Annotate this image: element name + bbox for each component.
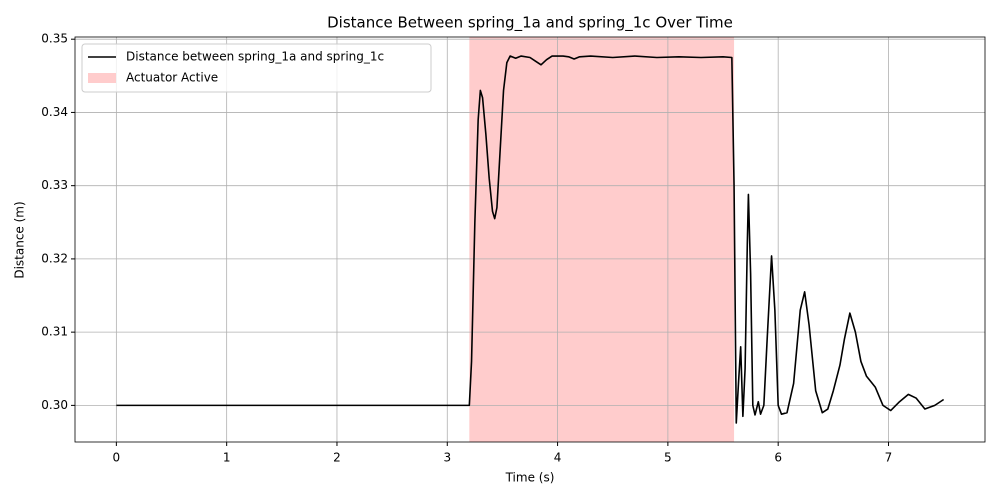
x-tick-label: 5: [664, 451, 672, 465]
x-tick-label: 4: [554, 451, 562, 465]
legend-label: Distance between spring_1a and spring_1c: [126, 50, 384, 64]
y-tick-label: 0.32: [41, 251, 68, 265]
x-tick-label: 3: [443, 451, 451, 465]
chart-title: Distance Between spring_1a and spring_1c…: [327, 14, 733, 33]
legend-swatch: [88, 73, 116, 83]
legend-label: Actuator Active: [126, 71, 218, 85]
y-tick-label: 0.34: [41, 105, 68, 119]
legend-box: [81, 43, 432, 93]
shaded-span: [469, 37, 735, 442]
x-tick-label: 0: [113, 451, 121, 465]
x-axis-label: Time (s): [505, 471, 555, 485]
legend: Distance between spring_1a and spring_1c…: [81, 43, 432, 93]
x-tick-label: 1: [223, 451, 231, 465]
y-tick-label: 0.30: [41, 398, 68, 412]
x-tick-label: 6: [774, 451, 782, 465]
y-tick-label: 0.31: [41, 325, 68, 339]
data-line: [116, 55, 945, 424]
x-tick-label: 7: [885, 451, 893, 465]
x-tick-label: 2: [333, 451, 341, 465]
y-tick-label: 0.35: [41, 32, 68, 46]
y-axis-label: Distance (m): [13, 201, 27, 278]
plot-frame: [74, 36, 986, 443]
y-tick-label: 0.33: [41, 178, 68, 192]
